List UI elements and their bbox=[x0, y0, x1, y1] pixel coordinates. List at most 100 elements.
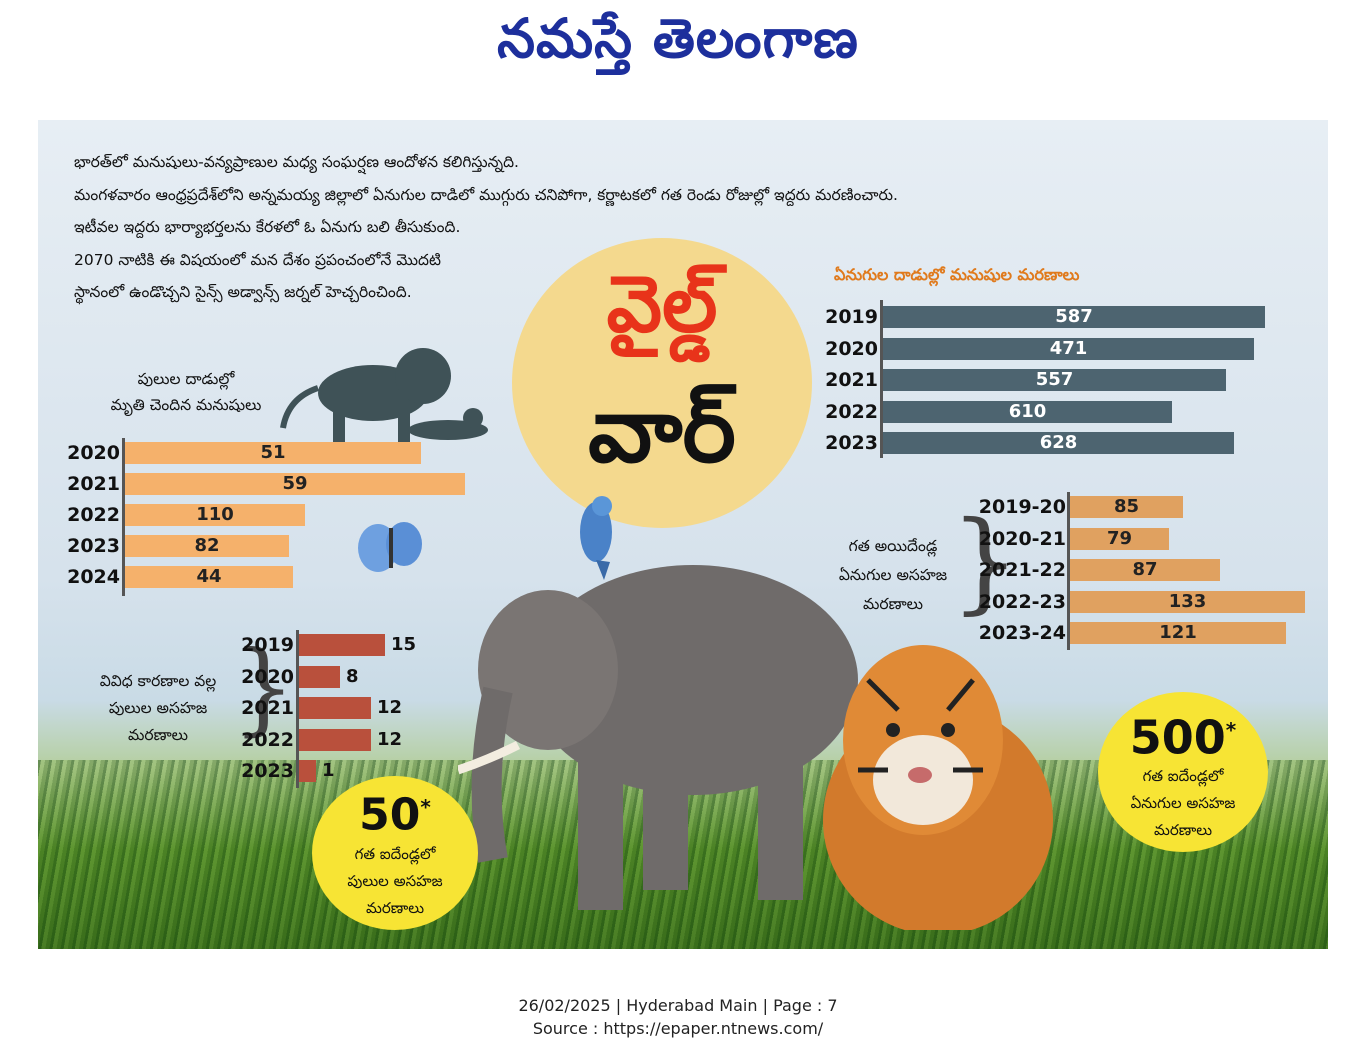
bar-year-label: 2021 bbox=[58, 473, 120, 495]
bar-value-label: 557 bbox=[1035, 369, 1074, 390]
bar-year-label: 2020 bbox=[814, 338, 878, 360]
bar: 471 bbox=[883, 337, 1254, 360]
year-text: 2020-21 bbox=[978, 527, 1066, 550]
year-text: 2021 bbox=[67, 473, 120, 495]
year-text: 2022 bbox=[825, 400, 878, 423]
bubble-number: 50* bbox=[312, 782, 478, 841]
bar-value-label: 12 bbox=[377, 728, 403, 750]
bar-year-label: 2022 bbox=[58, 504, 120, 526]
label-line: మరణాలు bbox=[127, 726, 188, 744]
intro-line: 2070 నాటికి ఈ విషయంలో మన దేశం ప్రపంచంలోన… bbox=[74, 250, 441, 269]
intro-line: ఇటీవల ఇద్దరు భార్యాభర్తలను కేరళలో ఓ ఏనుగ… bbox=[74, 218, 461, 236]
bar: 587 bbox=[883, 306, 1265, 328]
heading-line: మృతి చెందిన మనుషులు bbox=[110, 396, 262, 414]
tiger-unnatural-brace: } bbox=[232, 629, 296, 746]
bar-year-label: 2023-24 bbox=[966, 622, 1066, 644]
year-text: 2023 bbox=[67, 535, 120, 557]
bar: 1 bbox=[299, 760, 335, 782]
lion-attack-illustration bbox=[280, 348, 488, 443]
year-text: 2020 bbox=[67, 442, 120, 464]
year-text: 2021 bbox=[241, 697, 294, 719]
label-line: వివిధ కారణాల వల్ల bbox=[99, 672, 217, 690]
year-text: 2022 bbox=[241, 728, 294, 751]
bar-year-label: 2020 bbox=[58, 442, 120, 464]
bar-year-label: 2022 bbox=[814, 401, 878, 423]
bar-year-label: 2020-21 bbox=[966, 528, 1066, 550]
bar-value-label: 51 bbox=[260, 442, 286, 463]
bar-year-label: 2019 bbox=[228, 634, 294, 656]
elephant-unnatural-axis bbox=[1067, 492, 1070, 650]
bar: 44 bbox=[125, 566, 293, 588]
year-text: 2019 bbox=[241, 634, 294, 656]
bar-value-label: 610 bbox=[1008, 400, 1047, 422]
bar-year-label: 2023 bbox=[814, 432, 878, 454]
bubble-text: పులుల అసహజ bbox=[347, 871, 443, 890]
bar-value-label: 59 bbox=[282, 473, 308, 494]
year-text: 2021 bbox=[825, 369, 878, 391]
label-line: పులుల అసహజ bbox=[108, 699, 208, 717]
bar-value-label: 133 bbox=[1168, 590, 1207, 612]
bar-value-label: 8 bbox=[346, 665, 359, 687]
tiger-unnatural-label: వివిధ కారణాల వల్ల పులుల అసహజ మరణాలు bbox=[68, 668, 248, 749]
bar: 82 bbox=[125, 535, 289, 557]
bar-value-label: 628 bbox=[1039, 432, 1078, 453]
year-text: 2023-24 bbox=[978, 622, 1066, 644]
intro-line: మంగళవారం ఆంధ్రప్రదేశ్‌లోని అన్నమయ్య జిల్… bbox=[74, 185, 898, 204]
bar: 8 bbox=[299, 665, 359, 688]
bar-year-label: 2020 bbox=[228, 666, 294, 688]
bubble-text: ఏనుగుల అసహజ bbox=[1130, 794, 1236, 813]
tiger-unnatural-axis bbox=[296, 630, 299, 788]
year-text: 2022 bbox=[67, 504, 120, 526]
bar-value-label: 12 bbox=[377, 697, 403, 718]
bubble-asterisk: * bbox=[1225, 718, 1237, 742]
bubble-number: 500* bbox=[1098, 704, 1268, 763]
bubble-text: మరణాలు bbox=[365, 898, 425, 917]
bar-value-label: 79 bbox=[1106, 527, 1133, 549]
parrot-illustration bbox=[580, 496, 612, 580]
bar: 610 bbox=[883, 400, 1172, 423]
bar-year-label: 2023 bbox=[58, 535, 120, 557]
bar-value-label: 15 bbox=[391, 634, 417, 655]
butterfly-illustration bbox=[358, 522, 422, 572]
bubble-text: గత ఐదేండ్లలో bbox=[1142, 767, 1224, 786]
label-line: ఏనుగుల అసహజ bbox=[838, 566, 948, 584]
footer-date: 26/02/2025 | Hyderabad Main | Page : 7 bbox=[518, 996, 838, 1015]
year-text: 2022-23 bbox=[978, 590, 1066, 613]
intro-text: భారత్‌లో మనుషులు-వన్యప్రాణుల మధ్య సంఘర్ష… bbox=[74, 146, 1074, 309]
headline-circle: వైల్డ్ వార్ bbox=[512, 238, 812, 528]
tiger-attack-axis bbox=[122, 438, 125, 596]
heading-line: పులుల దాడుల్లో bbox=[137, 370, 235, 388]
year-text: 2020 bbox=[241, 665, 294, 688]
infographic-panel: భారత్‌లో మనుషులు-వన్యప్రాణుల మధ్య సంఘర్ష… bbox=[38, 120, 1328, 949]
elephant-illustration bbox=[458, 565, 858, 910]
bar-year-label: 2019 bbox=[814, 306, 878, 328]
bar-year-label: 2022 bbox=[228, 729, 294, 751]
newspaper-logo: నమస్తే తెలంగాణ bbox=[497, 6, 859, 70]
intro-line: స్థానంలో ఉండొచ్చని సైన్స్ అడ్వాన్స్ జర్న… bbox=[74, 283, 412, 301]
bubble-text: గత ఐదేండ్లలో bbox=[354, 844, 436, 863]
bar-year-label: 2023 bbox=[228, 760, 294, 782]
bar-year-label: 2019-20 bbox=[966, 496, 1066, 518]
label-line: మరణాలు bbox=[862, 595, 923, 613]
bar-value-label: 87 bbox=[1132, 559, 1158, 580]
bar: 12 bbox=[299, 697, 402, 719]
bar-value-label: 587 bbox=[1055, 306, 1093, 327]
tiger-attack-heading: పులుల దాడుల్లో మృతి చెందిన మనుషులు bbox=[86, 366, 286, 418]
bar: 51 bbox=[125, 442, 421, 464]
bar: 557 bbox=[883, 369, 1226, 391]
tiger-illustration bbox=[823, 645, 1053, 930]
bar-value-label: 82 bbox=[194, 535, 220, 556]
elephant-attack-heading: ఏనుగుల దాడుల్లో మనుషుల మరణాలు bbox=[834, 265, 1080, 284]
bar-value-label: 44 bbox=[196, 566, 222, 587]
bubble-number-value: 50 bbox=[359, 789, 421, 841]
bar-value-label: 121 bbox=[1159, 622, 1197, 643]
bar-value-label: 471 bbox=[1049, 337, 1088, 359]
bubble-asterisk: * bbox=[420, 795, 431, 819]
bar-year-label: 2021-22 bbox=[966, 559, 1066, 581]
headline-word-1: వైల్డ్ bbox=[606, 260, 718, 350]
masthead: నమస్తే తెలంగాణ bbox=[0, 0, 1356, 110]
year-text: 2019 bbox=[825, 306, 878, 328]
bar-year-label: 2024 bbox=[58, 566, 120, 588]
bar: 628 bbox=[883, 432, 1234, 454]
bar-year-label: 2022-23 bbox=[966, 591, 1066, 613]
